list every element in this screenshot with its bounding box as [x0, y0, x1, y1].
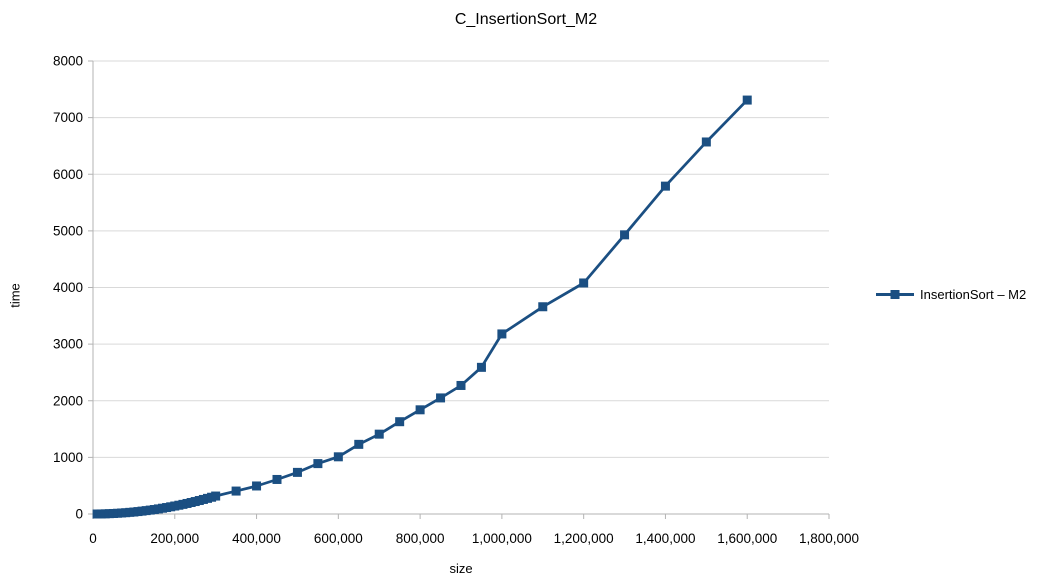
data-point-marker — [620, 230, 630, 240]
x-tick-label: 1,200,000 — [554, 531, 614, 546]
x-tick-label: 1,400,000 — [635, 531, 695, 546]
y-tick-label: 1000 — [53, 450, 83, 465]
legend-label: InsertionSort – M2 — [920, 287, 1027, 302]
x-tick-label: 1,000,000 — [472, 531, 532, 546]
data-point-marker — [374, 429, 384, 439]
y-tick-label: 8000 — [53, 54, 83, 69]
x-tick-label: 200,000 — [150, 531, 199, 546]
legend: InsertionSort – M2 — [876, 287, 1026, 302]
x-tick-label: 600,000 — [314, 531, 363, 546]
data-point-marker — [436, 393, 446, 403]
y-axis-title: time — [7, 283, 23, 308]
data-point-marker — [415, 405, 425, 415]
x-tick-label: 800,000 — [396, 531, 445, 546]
data-point-marker — [272, 474, 282, 484]
data-point-marker — [701, 137, 711, 147]
x-tick-label: 0 — [89, 531, 97, 546]
data-point-marker — [211, 491, 221, 501]
x-tick-label: 400,000 — [232, 531, 281, 546]
data-point-marker — [252, 481, 262, 491]
data-point-marker — [579, 278, 589, 288]
data-point-marker — [231, 486, 241, 496]
y-tick-label: 0 — [75, 507, 83, 522]
y-tick-label: 2000 — [53, 393, 83, 408]
data-point-marker — [395, 417, 405, 427]
data-point-marker — [354, 439, 364, 449]
data-point-marker — [476, 362, 486, 372]
x-tick-label: 1,800,000 — [799, 531, 859, 546]
data-point-marker — [292, 467, 302, 477]
data-point-marker — [497, 329, 507, 339]
data-point-marker — [456, 380, 466, 390]
legend-key-icon — [876, 290, 914, 299]
x-tick-label: 1,600,000 — [717, 531, 777, 546]
x-axis-title: size — [449, 561, 473, 576]
y-tick-label: 7000 — [53, 110, 83, 125]
data-point-marker — [333, 452, 343, 462]
data-point-marker — [660, 181, 670, 191]
data-point-marker — [538, 302, 548, 312]
y-tick-label: 5000 — [53, 223, 83, 238]
series-line — [95, 98, 749, 516]
y-tick-label: 3000 — [53, 337, 83, 352]
y-tick-label: 4000 — [53, 280, 83, 295]
chart-title: C_InsertionSort_M2 — [454, 11, 598, 28]
y-tick-label: 6000 — [53, 167, 83, 182]
data-point-marker — [313, 459, 323, 469]
data-point-marker — [742, 95, 752, 105]
